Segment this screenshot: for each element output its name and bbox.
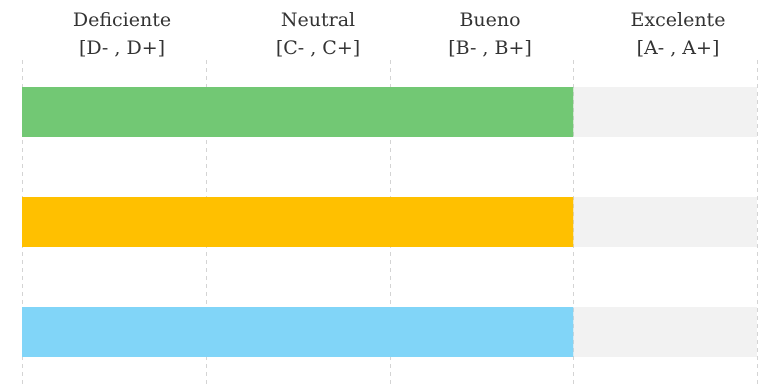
category-name: Neutral [280,9,356,31]
bar-2 [22,197,574,247]
category-range: [D- , D+] [78,37,166,59]
category-label-neutral: Neutral [C- , C+] [238,6,398,62]
category-range: [A- , A+] [636,37,720,59]
category-range: [C- , C+] [275,37,361,59]
category-label-bueno: Bueno [B- , B+] [410,6,570,62]
category-name: Bueno [459,9,521,31]
category-name: Deficiente [72,9,172,31]
category-label-excelente: Excelente [A- , A+] [598,6,758,62]
category-range: [B- , B+] [448,37,532,59]
category-label-deficiente: Deficiente [D- , D+] [42,6,202,62]
bar-1 [22,87,574,137]
bar-3 [22,307,574,357]
category-name: Excelente [630,9,726,31]
